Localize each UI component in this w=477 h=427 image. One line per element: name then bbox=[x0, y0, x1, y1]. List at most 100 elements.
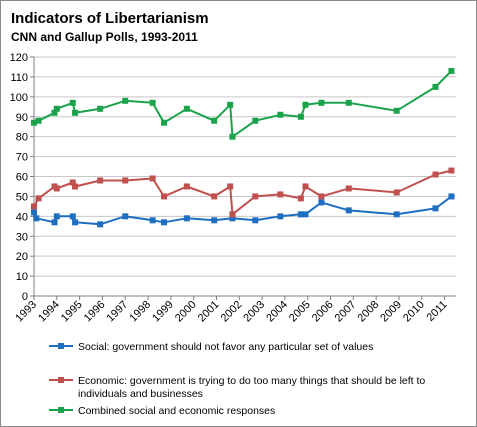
x-tick-label: 1994 bbox=[36, 299, 62, 325]
data-point bbox=[227, 183, 234, 190]
series-line bbox=[33, 195, 453, 226]
x-tick-label: 1997 bbox=[105, 299, 131, 325]
data-point bbox=[448, 67, 455, 74]
data-point bbox=[69, 179, 76, 186]
x-tick-label: 2009 bbox=[378, 299, 404, 325]
x-tick-label: 1993 bbox=[13, 299, 39, 325]
data-point bbox=[53, 105, 60, 112]
legend-item-3: Combined social and economic responses bbox=[49, 405, 275, 417]
data-point bbox=[211, 117, 218, 124]
data-point bbox=[122, 97, 129, 104]
data-point bbox=[149, 99, 156, 106]
x-tick-label: 2008 bbox=[355, 299, 381, 325]
x-tick-label: 2006 bbox=[310, 299, 336, 325]
x-tick-label: 2002 bbox=[219, 299, 245, 325]
data-point bbox=[448, 193, 455, 200]
x-tick-label: 2005 bbox=[287, 299, 313, 325]
y-tick-label: 70 bbox=[16, 152, 28, 164]
data-point bbox=[393, 189, 400, 196]
x-tick-label: 1995 bbox=[59, 299, 85, 325]
y-tick-label: 60 bbox=[16, 172, 28, 184]
data-point bbox=[161, 193, 168, 200]
data-point bbox=[161, 119, 168, 126]
data-point bbox=[297, 195, 304, 202]
data-point bbox=[183, 105, 190, 112]
chart-subtitle: CNN and Gallup Polls, 1993-2011 bbox=[11, 30, 198, 44]
data-point bbox=[229, 133, 236, 140]
data-point bbox=[318, 193, 325, 200]
y-tick-label: 120 bbox=[10, 52, 28, 64]
data-point bbox=[149, 175, 156, 182]
legend: Social: government should not favor any … bbox=[49, 341, 425, 417]
data-point bbox=[252, 193, 259, 200]
data-point bbox=[297, 211, 304, 218]
y-tick-label: 10 bbox=[16, 271, 28, 283]
x-tick-label: 1998 bbox=[127, 299, 153, 325]
data-point bbox=[252, 117, 259, 124]
data-point bbox=[97, 177, 104, 184]
data-point bbox=[122, 177, 129, 184]
y-tick-label: 0 bbox=[22, 291, 28, 303]
data-point bbox=[33, 215, 40, 222]
x-tick-label: 1996 bbox=[82, 299, 108, 325]
x-tick-label: 1999 bbox=[150, 299, 176, 325]
x-tick-label: 2007 bbox=[333, 299, 359, 325]
data-point bbox=[227, 101, 234, 108]
data-point bbox=[318, 99, 325, 106]
data-point bbox=[345, 99, 352, 106]
data-point bbox=[97, 221, 104, 228]
chart-title: Indicators of Libertarianism bbox=[11, 10, 209, 27]
y-axis-ticks: 0 10 20 30 40 50 60 70 80 90 100 110 120 bbox=[10, 52, 34, 303]
data-point bbox=[69, 99, 76, 106]
data-point bbox=[393, 107, 400, 114]
data-point bbox=[252, 217, 259, 224]
data-point bbox=[31, 209, 37, 216]
legend-label: Economic: government is trying to do too… bbox=[78, 375, 425, 387]
data-point bbox=[448, 167, 455, 174]
data-point bbox=[297, 113, 304, 120]
legend-marker bbox=[58, 377, 64, 383]
data-point bbox=[69, 213, 76, 220]
data-point bbox=[432, 83, 439, 90]
legend-label: individuals and businesses bbox=[78, 388, 203, 400]
data-point bbox=[53, 185, 60, 192]
x-tick-label: 2010 bbox=[401, 299, 427, 325]
y-tick-label: 50 bbox=[16, 191, 28, 203]
data-point bbox=[35, 195, 42, 202]
data-point bbox=[97, 105, 104, 112]
legend-label: Combined social and economic responses bbox=[78, 405, 275, 417]
data-point bbox=[72, 183, 79, 190]
data-point bbox=[149, 217, 156, 224]
legend-item-1: Social: government should not favor any … bbox=[49, 341, 373, 353]
data-point bbox=[72, 109, 79, 116]
series-2 bbox=[31, 167, 455, 218]
gridlines bbox=[34, 56, 456, 277]
x-tick-label: 2004 bbox=[264, 299, 290, 325]
data-point bbox=[277, 191, 284, 198]
series-lines bbox=[31, 67, 455, 228]
data-point bbox=[211, 217, 218, 224]
data-point bbox=[229, 211, 236, 218]
data-point bbox=[211, 193, 218, 200]
data-point bbox=[31, 119, 37, 126]
data-point bbox=[318, 199, 325, 206]
data-point bbox=[122, 213, 129, 220]
y-tick-label: 110 bbox=[10, 72, 28, 84]
x-axis-ticks: 1993199419951996199719981999200020012002… bbox=[13, 296, 450, 325]
data-point bbox=[183, 183, 190, 190]
y-tick-label: 80 bbox=[16, 132, 28, 144]
data-point bbox=[51, 219, 58, 226]
data-point bbox=[31, 203, 37, 210]
y-tick-label: 20 bbox=[16, 251, 28, 263]
series-1 bbox=[31, 193, 455, 228]
data-point bbox=[432, 171, 439, 178]
data-point bbox=[393, 211, 400, 218]
series-line bbox=[33, 169, 452, 216]
series-line bbox=[33, 70, 453, 138]
legend-marker bbox=[58, 343, 64, 349]
data-point bbox=[161, 219, 168, 226]
data-point bbox=[183, 215, 190, 222]
data-point bbox=[277, 213, 284, 220]
x-tick-label: 2011 bbox=[425, 299, 450, 324]
data-point bbox=[229, 215, 236, 222]
